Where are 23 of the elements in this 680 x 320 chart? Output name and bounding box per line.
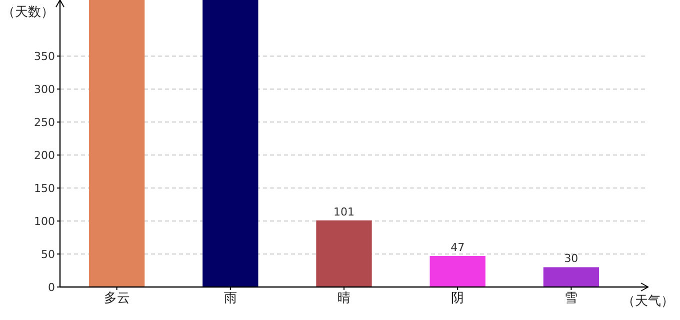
data-label: 30 bbox=[564, 252, 578, 266]
y-tick-label: 200 bbox=[34, 149, 55, 162]
data-label: 47 bbox=[450, 240, 465, 254]
x-tick-label: 雨 bbox=[224, 291, 237, 306]
bar bbox=[430, 256, 486, 287]
y-tick-label: 100 bbox=[34, 215, 55, 228]
y-tick-label: 300 bbox=[34, 83, 55, 96]
x-tick-label: 晴 bbox=[338, 291, 350, 306]
bar bbox=[88, 0, 145, 287]
bar bbox=[316, 220, 372, 287]
x-tick-label: 多云 bbox=[104, 291, 130, 306]
bar bbox=[202, 0, 258, 287]
y-tick-label: 150 bbox=[34, 182, 55, 196]
x-tick-label: 雪 bbox=[564, 291, 578, 306]
x-tick-label: 阴 bbox=[451, 291, 464, 306]
x-axis-title: （天气） bbox=[622, 294, 674, 309]
y-tick-label: 0 bbox=[48, 281, 55, 294]
bar bbox=[543, 267, 600, 287]
y-tick-label: 250 bbox=[34, 116, 55, 130]
data-label: 101 bbox=[334, 205, 354, 218]
y-tick-label: 50 bbox=[41, 248, 55, 262]
y-tick-label: 350 bbox=[34, 50, 55, 64]
y-axis-title: （天数） bbox=[2, 5, 54, 20]
